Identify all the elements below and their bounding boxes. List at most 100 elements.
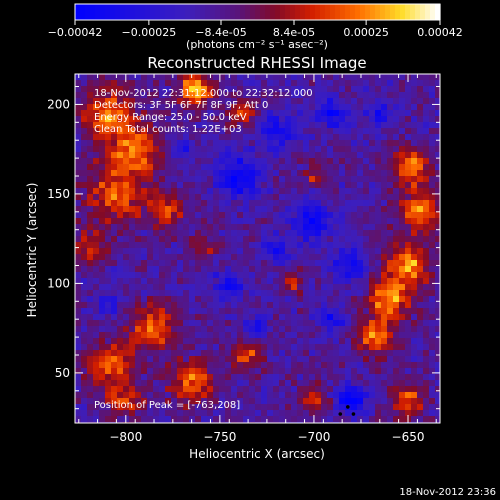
heatmap-cell	[291, 194, 298, 201]
heatmap-cell	[189, 266, 196, 273]
heatmap-cell	[225, 86, 232, 93]
heatmap-cell	[153, 80, 160, 87]
heatmap-cell	[315, 314, 322, 321]
heatmap-cell	[165, 92, 172, 99]
heatmap-cell	[225, 326, 232, 333]
heatmap-cell	[207, 92, 214, 99]
heatmap-cell	[333, 392, 340, 399]
heatmap-cell	[129, 416, 136, 423]
heatmap-cell	[141, 194, 148, 201]
heatmap-cell	[171, 188, 178, 195]
heatmap-cell	[261, 230, 268, 237]
heatmap-cell	[183, 86, 190, 93]
heatmap-cell	[303, 152, 310, 159]
heatmap-cell	[129, 116, 136, 123]
heatmap-cell	[231, 386, 238, 393]
heatmap-cell	[249, 224, 256, 231]
heatmap-cell	[237, 410, 244, 417]
heatmap-cell	[351, 416, 358, 423]
heatmap-cell	[87, 386, 94, 393]
heatmap-cell	[207, 200, 214, 207]
heatmap-cell	[417, 242, 424, 249]
heatmap-cell	[219, 302, 226, 309]
heatmap-cell	[189, 332, 196, 339]
heatmap-cell	[375, 404, 382, 411]
heatmap-cell	[261, 152, 268, 159]
heatmap-cell	[183, 410, 190, 417]
heatmap-cell	[423, 296, 430, 303]
heatmap-cell	[405, 314, 412, 321]
heatmap-cell	[81, 80, 88, 87]
heatmap-cell	[75, 236, 82, 243]
heatmap-cell	[279, 290, 286, 297]
heatmap-cell	[225, 206, 232, 213]
heatmap-cell	[87, 164, 94, 171]
heatmap-cell	[177, 140, 184, 147]
heatmap-cell	[411, 320, 418, 327]
heatmap-cell	[141, 416, 148, 423]
heatmap-cell	[201, 152, 208, 159]
heatmap-cell	[147, 74, 154, 81]
heatmap-cell	[435, 374, 441, 381]
heatmap-cell	[387, 254, 394, 261]
heatmap-cell	[411, 152, 418, 159]
heatmap-cell	[429, 344, 436, 351]
heatmap-cell	[165, 170, 172, 177]
heatmap-cell	[159, 152, 166, 159]
heatmap-cell	[423, 356, 430, 363]
heatmap-cell	[273, 392, 280, 399]
heatmap-cell	[141, 362, 148, 369]
heatmap-cell	[111, 362, 118, 369]
heatmap-cell	[297, 320, 304, 327]
heatmap-cell	[399, 116, 406, 123]
heatmap-cell	[363, 122, 370, 129]
heatmap-cell	[87, 404, 94, 411]
heatmap-cell	[423, 254, 430, 261]
heatmap-cell	[399, 404, 406, 411]
heatmap-cell	[153, 134, 160, 141]
heatmap-cell	[201, 98, 208, 105]
heatmap-cell	[429, 404, 436, 411]
heatmap-cell	[303, 284, 310, 291]
heatmap-cell	[243, 398, 250, 405]
heatmap-cell	[303, 140, 310, 147]
heatmap-cell	[147, 308, 154, 315]
heatmap-cell	[429, 218, 436, 225]
heatmap-cell	[231, 392, 238, 399]
heatmap-cell	[219, 254, 226, 261]
heatmap-cell	[231, 152, 238, 159]
heatmap-cell	[147, 284, 154, 291]
heatmap-cell	[303, 344, 310, 351]
heatmap-cell	[141, 224, 148, 231]
heatmap-cell	[369, 392, 376, 399]
heatmap-cell	[117, 80, 124, 87]
heatmap-cell	[411, 176, 418, 183]
heatmap-cell	[417, 140, 424, 147]
heatmap-cell	[399, 398, 406, 405]
heatmap-cell	[111, 416, 118, 423]
heatmap-cell	[363, 134, 370, 141]
heatmap-cell	[333, 410, 340, 417]
heatmap-cell	[315, 242, 322, 249]
heatmap-cell	[261, 98, 268, 105]
heatmap-cell	[237, 242, 244, 249]
heatmap-cell	[237, 140, 244, 147]
heatmap-cell	[81, 158, 88, 165]
heatmap-cell	[105, 86, 112, 93]
heatmap-cell	[291, 272, 298, 279]
heatmap-cell	[201, 146, 208, 153]
heatmap-cell	[207, 326, 214, 333]
heatmap-cell	[423, 218, 430, 225]
heatmap-cell	[117, 140, 124, 147]
heatmap-cell	[285, 158, 292, 165]
heatmap-cell	[321, 176, 328, 183]
heatmap-cell	[213, 224, 220, 231]
heatmap-cell	[381, 140, 388, 147]
heatmap-cell	[411, 326, 418, 333]
heatmap-cell	[75, 92, 82, 99]
heatmap-cell	[333, 170, 340, 177]
heatmap-cell	[93, 416, 100, 423]
heatmap-cell	[399, 326, 406, 333]
heatmap-cell	[345, 110, 352, 117]
heatmap-cell	[399, 176, 406, 183]
